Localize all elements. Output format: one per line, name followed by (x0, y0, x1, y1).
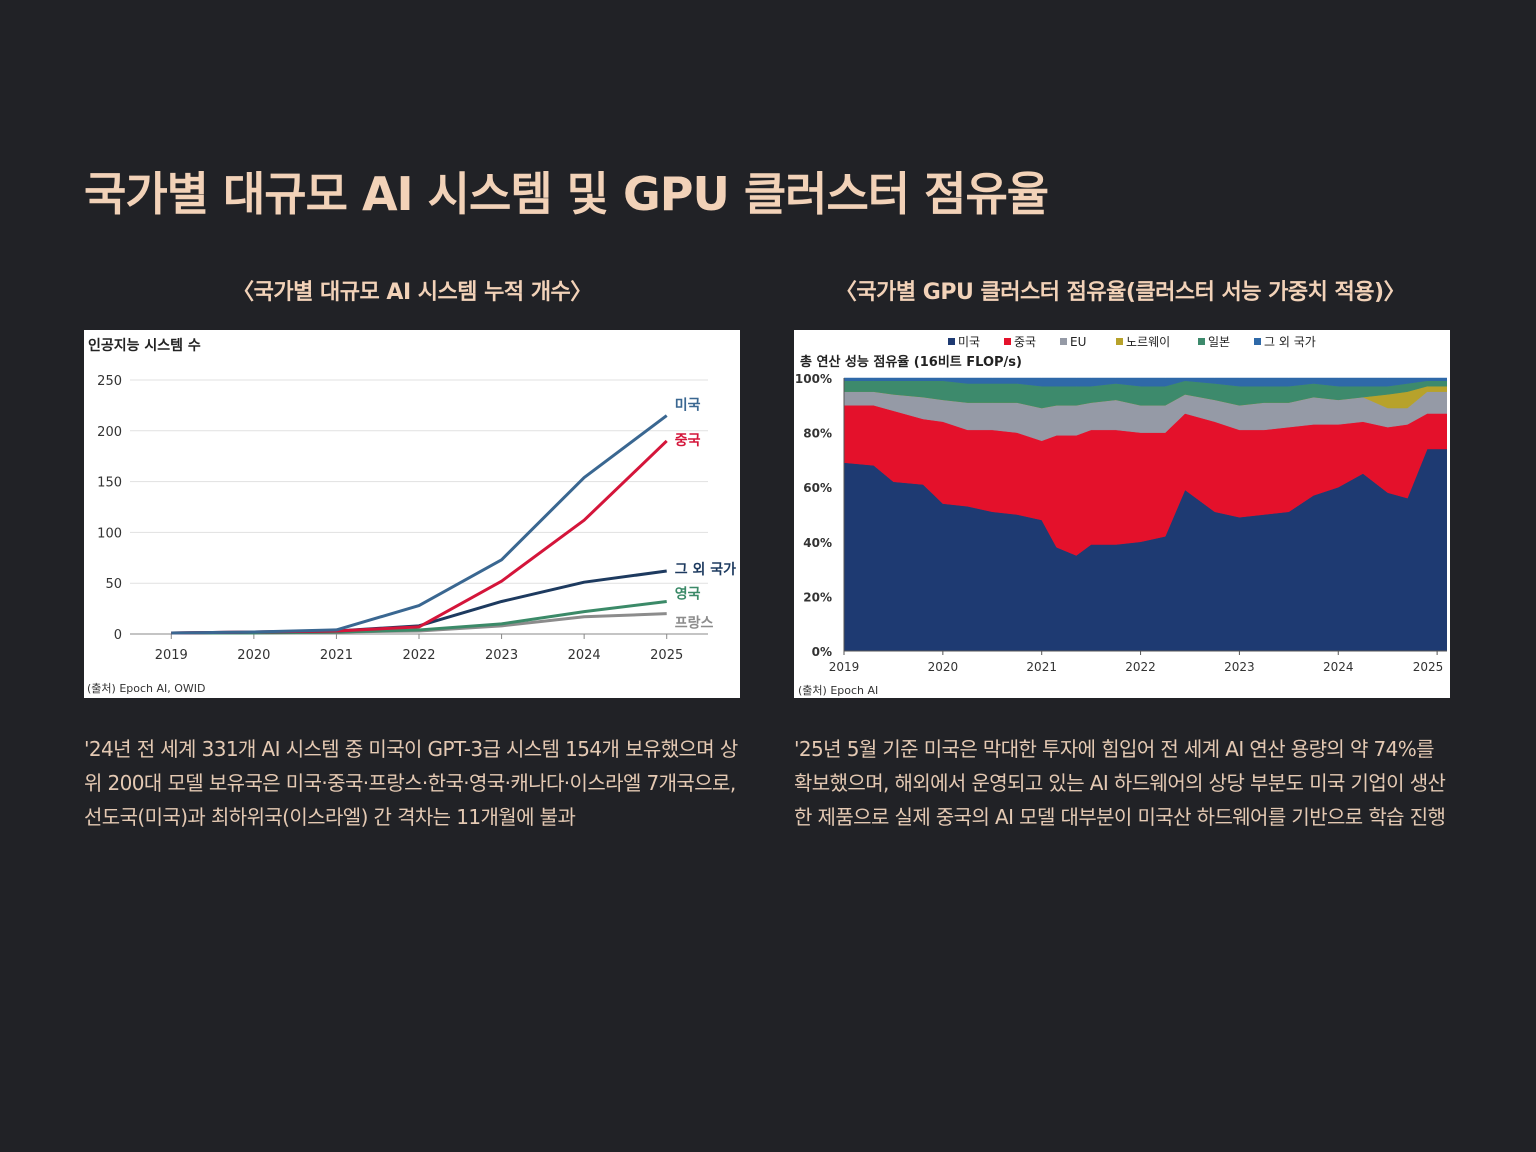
legend-swatch (948, 338, 955, 345)
y-tick-label: 200 (97, 425, 122, 440)
series-label: 영국 (675, 585, 701, 602)
y-tick-label: 20% (803, 590, 832, 604)
x-tick-label: 2019 (155, 648, 188, 663)
line-chart-container: 인공지능 시스템 수 0 50 100 150 200 250 2019 2020 2021 202… (84, 330, 740, 698)
x-tick-label: 2022 (1125, 660, 1156, 674)
left-chart-caption: 〈국가별 대규모 AI 시스템 누적 개수〉 (232, 280, 592, 305)
legend-label: 일본 (1208, 335, 1230, 349)
legend-swatch (1060, 338, 1067, 345)
y-axis-label: 인공지능 시스템 수 (88, 337, 201, 354)
y-tick-label: 250 (97, 374, 122, 389)
x-tick-label: 2023 (485, 648, 518, 663)
area-chart: 미국 중국 EU 노르웨이 일본 그 외 국가총 연산 성능 점유율 (16비트 FLOP… (795, 335, 1447, 697)
legend-label: EU (1070, 335, 1086, 349)
legend-swatch (1198, 338, 1205, 345)
y-tick-label: 100% (795, 372, 832, 386)
chart-source: (출처) Epoch AI (798, 684, 878, 697)
series-line (171, 569, 667, 635)
y-tick-label: 40% (803, 536, 832, 550)
series-label: 중국 (675, 433, 701, 449)
legend-swatch (1116, 338, 1123, 345)
y-axis-label: 총 연산 성능 점유율 (16비트 FLOP/s) (800, 354, 1022, 370)
legend-label: 중국 (1014, 335, 1036, 349)
slide-title: 국가별 대규모 AI 시스템 및 GPU 클러스터 점유율 (84, 167, 1049, 221)
x-tick-label: 2025 (1413, 660, 1444, 674)
legend-label: 노르웨이 (1126, 335, 1170, 349)
right-chart-caption: 〈국가별 GPU 클러스터 점유율(클러스터 서능 가중치 적용)〉 (834, 280, 1406, 305)
x-tick-label: 2020 (237, 648, 270, 663)
y-tick-label: 100 (97, 526, 122, 541)
chart-source: (출처) Epoch AI, OWID (87, 682, 206, 695)
y-tick-label: 80% (803, 427, 832, 441)
legend-label: 미국 (958, 335, 980, 349)
series-label: 그 외 국가 (675, 561, 736, 578)
x-tick-label: 2020 (928, 660, 959, 674)
x-tick-label: 2022 (402, 648, 435, 663)
area-series (843, 377, 1447, 387)
x-tick-label: 2023 (1224, 660, 1255, 674)
left-description: '24년 전 세계 331개 AI 시스템 중 미국이 GPT-3급 시스템 1… (84, 737, 738, 829)
line-chart: 인공지능 시스템 수 0 50 100 150 200 250 2019 2020 2021 202… (87, 337, 736, 695)
series-line (171, 414, 668, 635)
y-tick-label: 150 (97, 476, 122, 491)
legend-swatch (1254, 338, 1261, 345)
x-tick-label: 2021 (1026, 660, 1057, 674)
right-description: '25년 5월 기준 미국은 막대한 투자에 힘입어 전 세계 AI 연산 용량… (794, 737, 1446, 829)
y-tick-label: 50 (105, 577, 122, 592)
legend-label: 그 외 국가 (1264, 335, 1316, 349)
y-tick-label: 0% (812, 645, 832, 659)
x-tick-label: 2019 (829, 660, 860, 674)
x-tick-label: 2021 (320, 648, 353, 663)
legend-swatch (1004, 338, 1011, 345)
y-tick-label: 0 (114, 628, 122, 643)
x-tick-label: 2024 (568, 648, 601, 663)
x-tick-label: 2025 (650, 648, 683, 663)
series-label: 프랑스 (675, 616, 714, 632)
x-tick-label: 2024 (1323, 660, 1354, 674)
y-tick-label: 60% (803, 481, 832, 495)
series-label: 미국 (675, 398, 701, 414)
